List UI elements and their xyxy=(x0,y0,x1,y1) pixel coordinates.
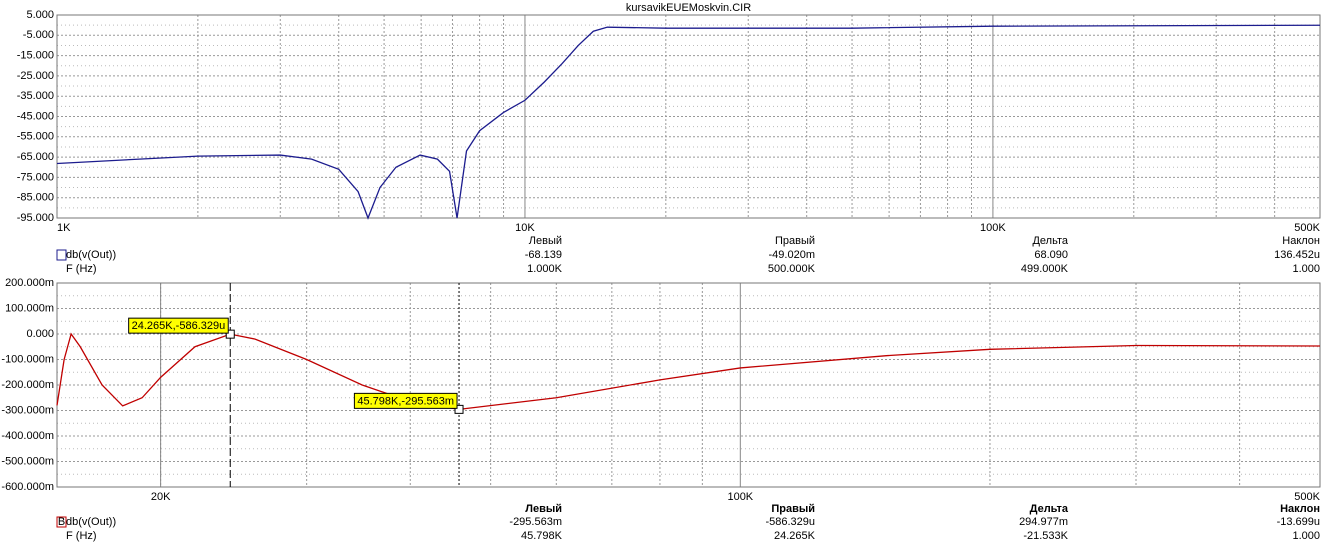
cursor-label: 24.265K,-586.329u xyxy=(132,320,226,332)
readout-value: 45.798K xyxy=(521,530,563,542)
y-tick-label: -65.000 xyxy=(17,151,54,163)
readout-value: 68.090 xyxy=(1034,249,1068,261)
readout-header: Наклон xyxy=(1280,503,1320,515)
plot-frame xyxy=(56,282,1321,488)
readout-value: 136.452u xyxy=(1274,249,1320,261)
readout-value: -13.699u xyxy=(1277,516,1320,528)
trace xyxy=(56,24,1321,220)
x-tick-label: 100K xyxy=(727,491,753,503)
readout-value: 1.000 xyxy=(1292,530,1320,542)
readout-label: db(v(Out)) xyxy=(66,249,116,261)
legend-box xyxy=(56,249,67,261)
cursor-marker xyxy=(225,329,235,339)
x-tick-label: 10K xyxy=(515,222,535,234)
cursor-label-box xyxy=(353,392,458,409)
y-tick-label: 100.000m xyxy=(5,302,54,314)
y-tick-label: -75.000 xyxy=(17,171,54,183)
cursor-label-box xyxy=(128,317,229,334)
trace xyxy=(56,332,1321,411)
y-tick-label: -95.000 xyxy=(17,212,54,224)
readout-header: Правый xyxy=(771,503,815,515)
y-tick-label: -400.000m xyxy=(1,430,54,442)
readout-value: -68.139 xyxy=(525,249,562,261)
y-tick-label: -600.000m xyxy=(1,481,54,493)
y-tick-label: -500.000m xyxy=(1,455,54,467)
y-tick-label: 5.000 xyxy=(26,9,54,21)
x-tick-label: 1K xyxy=(57,222,71,234)
readout-header: Дельта xyxy=(1032,235,1068,247)
y-tick-label: -15.000 xyxy=(17,50,54,62)
y-tick-label: 200.000m xyxy=(5,277,54,289)
readout-value: -49.020m xyxy=(769,249,815,261)
readout-label: F (Hz) xyxy=(66,263,97,275)
y-tick-label: -25.000 xyxy=(17,70,54,82)
y-tick-label: -100.000m xyxy=(1,353,54,365)
legend-box xyxy=(56,516,67,528)
readout-value: -21.533K xyxy=(1023,530,1068,542)
y-tick-label: -55.000 xyxy=(17,131,54,143)
y-tick-label: -200.000m xyxy=(1,379,54,391)
readout-label: db(v(Out)) xyxy=(66,516,116,528)
plot-frame xyxy=(56,14,1321,219)
y-tick-label: -45.000 xyxy=(17,110,54,122)
x-tick-label: 100K xyxy=(980,222,1006,234)
readout-value: 294.977m xyxy=(1019,516,1068,528)
readout-header: Дельта xyxy=(1030,503,1069,515)
chart-title: kursavikEUEMoskvin.CIR xyxy=(626,2,751,14)
readout-value: 500.000K xyxy=(768,263,816,275)
legend-tag: B xyxy=(58,516,65,528)
x-tick-label: 500K xyxy=(1294,222,1320,234)
x-tick-label: 500K xyxy=(1294,491,1320,503)
readout-header: Правый xyxy=(775,235,815,247)
cursor-label: 45.798K,-295.563m xyxy=(357,395,454,407)
readout-header: Левый xyxy=(525,503,562,515)
x-tick-label: 20K xyxy=(151,491,171,503)
readout-value: 24.265K xyxy=(774,530,816,542)
readout-value: 499.000K xyxy=(1021,263,1069,275)
y-tick-label: -35.000 xyxy=(17,90,54,102)
readout-value: 1.000K xyxy=(527,263,563,275)
readout-value: 1.000 xyxy=(1292,263,1320,275)
y-tick-label: -300.000m xyxy=(1,404,54,416)
readout-header: Наклон xyxy=(1282,235,1320,247)
cursor-marker xyxy=(454,404,464,414)
y-tick-label: 0.000 xyxy=(26,328,54,340)
readout-header: Левый xyxy=(529,235,562,247)
readout-label: F (Hz) xyxy=(66,530,97,542)
y-tick-label: -85.000 xyxy=(17,192,54,204)
readout-value: -295.563m xyxy=(509,516,562,528)
readout-value: -586.329u xyxy=(765,516,815,528)
y-tick-label: -5.000 xyxy=(23,29,54,41)
